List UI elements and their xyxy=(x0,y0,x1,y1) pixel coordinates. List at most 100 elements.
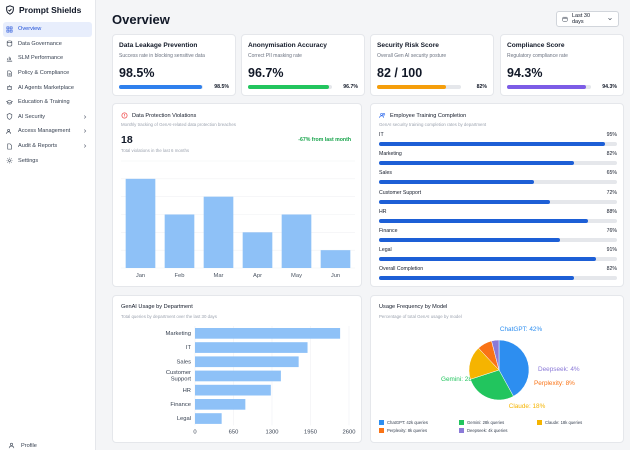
legend-item: Claude: 18k queries xyxy=(537,420,582,425)
sidebar-item-data-governance[interactable]: Data Governance xyxy=(3,37,92,52)
pie-slice-gemini[interactable] xyxy=(470,369,514,401)
sidebar-item-ai-security[interactable]: AI Security xyxy=(3,110,92,125)
gear-icon xyxy=(6,157,13,164)
training-progress-track xyxy=(379,180,617,185)
kpi-value: 94.3% xyxy=(507,66,543,80)
kpi-card-compliance-score: Compliance Score Regulatory compliance ra… xyxy=(500,34,624,96)
sidebar-item-access-management[interactable]: Access Management xyxy=(3,124,92,139)
sidebar-item-education-training[interactable]: Education & Training xyxy=(3,95,92,110)
training-progress-fill xyxy=(379,142,606,146)
training-card: Employee Training Completion GenAI secur… xyxy=(370,103,624,287)
pie-slice-chatgpt[interactable] xyxy=(498,339,530,397)
profile-link[interactable]: Profile xyxy=(8,442,37,449)
violations-total-sub: Total violations in the last 6 months xyxy=(121,148,190,153)
model-usage-title: Usage Frequency by Model xyxy=(379,304,448,310)
training-dept-label: Finance xyxy=(379,228,398,234)
sidebar-item-label: Settings xyxy=(18,157,39,164)
bar-hr[interactable] xyxy=(195,384,271,396)
kpi-progress-track xyxy=(248,85,332,89)
x-tick-label: Mar xyxy=(214,273,224,279)
training-dept-label: IT xyxy=(379,132,384,138)
violations-header: Data Protection Violations xyxy=(121,112,196,119)
chevron-right-icon xyxy=(84,129,87,133)
sidebar-item-overview[interactable]: Overview xyxy=(3,22,92,37)
kpi-subtitle: Overall Gen AI security posture xyxy=(377,53,447,59)
kpi-title: Compliance Score xyxy=(507,42,565,49)
training-percent: 82% xyxy=(606,266,617,273)
kpi-value: 96.7% xyxy=(248,66,284,80)
x-tick-label: 2600 xyxy=(343,429,356,435)
sidebar-item-label: Access Management xyxy=(18,128,71,135)
bar-may[interactable] xyxy=(281,214,312,269)
sidebar-item-label: Overview xyxy=(18,26,42,33)
chevron-right-icon xyxy=(84,114,87,119)
violations-trend: -67% from last month xyxy=(298,137,351,143)
bar-feb[interactable] xyxy=(164,214,195,269)
shield-icon xyxy=(6,113,13,121)
violations-card: Data Protection Violations Monthly track… xyxy=(112,103,362,287)
training-percent: 65% xyxy=(606,170,617,177)
x-tick-label: Apr xyxy=(253,273,262,279)
x-tick-label: Jun xyxy=(331,273,340,279)
sidebar-item-label: Data Governance xyxy=(18,40,62,47)
training-header: Employee Training Completion xyxy=(379,112,466,119)
bar-finance[interactable] xyxy=(195,399,246,410)
training-progress-track xyxy=(379,218,617,223)
pie-label: Claude: 18% xyxy=(509,403,546,410)
genai-usage-subtitle: Total queries by department over the las… xyxy=(121,314,217,319)
y-tick-label: HR xyxy=(183,388,191,394)
training-percent: 72% xyxy=(606,189,617,196)
training-subtitle: GenAI security training completion rates… xyxy=(379,122,487,127)
date-range-select[interactable]: Last 30 days xyxy=(556,11,619,27)
training-percent: 82% xyxy=(606,151,617,158)
sidebar-item-label: AI Security xyxy=(18,113,46,120)
kpi-title: Anonymisation Accuracy xyxy=(248,42,327,49)
kpi-subtitle: Success rate in blocking sensitive data xyxy=(119,53,205,59)
sidebar-item-label: AI Agents Marketplace xyxy=(18,84,74,91)
sidebar-item-policy-compliance[interactable]: Policy & Compliance xyxy=(3,66,92,81)
training-dept-label: Customer Support xyxy=(379,189,422,196)
training-progress-fill xyxy=(379,161,575,166)
users-icon xyxy=(379,113,386,118)
training-progress-fill xyxy=(379,218,589,223)
kpi-card-data-leakage-prevention: Data Leakage Prevention Success rate in b… xyxy=(112,34,236,96)
kpi-card-anonymisation-accuracy: Anonymisation Accuracy Correct PII maskin… xyxy=(241,34,365,96)
sidebar-item-slm-performance[interactable]: SLM Performance xyxy=(3,51,92,66)
legend-item: ChatGPT: 42k queries xyxy=(379,420,428,425)
genai-usage-title: GenAI Usage by Department xyxy=(121,304,193,310)
bar-customer-support[interactable] xyxy=(195,370,281,382)
sidebar-item-audit-reports[interactable]: Audit & Reports xyxy=(3,139,92,154)
brand[interactable]: Prompt Shields xyxy=(0,0,95,20)
training-progress-track xyxy=(379,161,617,166)
bar-it[interactable] xyxy=(195,342,308,353)
model-usage-chart: ChatGPT: 42% Gemini: 28% Claude: 18% Perple… xyxy=(441,326,580,410)
bar-jun[interactable] xyxy=(320,250,351,268)
training-dept-label: Sales xyxy=(379,170,392,177)
legend-label: Claude: 18k queries xyxy=(545,420,583,425)
training-percent: 76% xyxy=(606,228,617,234)
violations-subtitle: Monthly tracking of GenAI-related data p… xyxy=(121,122,236,127)
legend-label: Perplexity: 8k queries xyxy=(387,428,428,433)
y-tick-label: Marketing xyxy=(166,331,191,337)
bar-marketing[interactable] xyxy=(195,328,341,339)
legend-label: ChatGPT: 42k queries xyxy=(387,420,428,425)
bar-mar[interactable] xyxy=(203,196,234,268)
bar-apr[interactable] xyxy=(242,232,273,268)
sidebar: Prompt Shields Overview Data Governance SL… xyxy=(0,0,96,450)
alert-circle-icon xyxy=(121,112,128,119)
bar-sales[interactable] xyxy=(195,356,299,368)
sidebar-item-ai-agents-marketplace[interactable]: AI Agents Marketplace xyxy=(3,80,92,95)
bar-legal[interactable] xyxy=(195,413,222,424)
shield-logo-icon xyxy=(6,5,14,15)
training-dept-label: Marketing xyxy=(379,151,402,158)
violations-title: Data Protection Violations xyxy=(132,112,197,119)
calendar-icon xyxy=(562,16,568,22)
bot-icon xyxy=(6,84,13,91)
kpi-progress-fill xyxy=(377,85,446,89)
bar-jan[interactable] xyxy=(125,178,156,268)
kpi-progress-track xyxy=(507,85,591,89)
sidebar-item-settings[interactable]: Settings xyxy=(3,153,92,168)
legend-swatch xyxy=(459,428,464,433)
pie-slice-deepseek[interactable] xyxy=(491,339,500,371)
training-dept-label: Legal xyxy=(379,247,392,254)
